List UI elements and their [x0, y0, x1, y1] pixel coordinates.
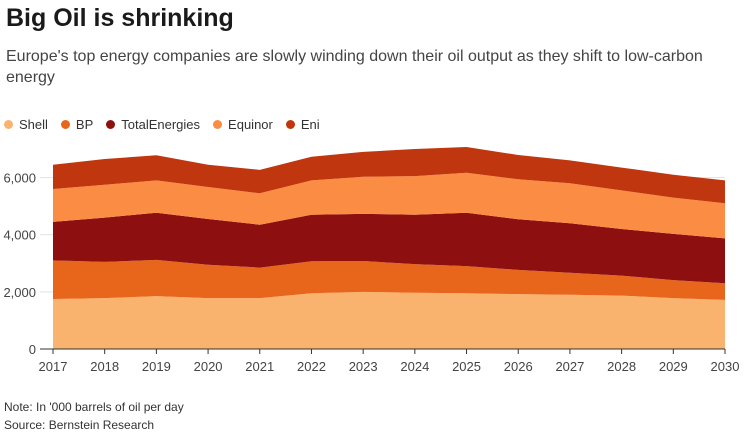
legend-item-bp: BP — [60, 117, 94, 132]
x-tick-label: 2023 — [349, 359, 378, 374]
x-tick-label: 2022 — [297, 359, 326, 374]
x-tick-label: 2021 — [245, 359, 274, 374]
y-tick-label: 4,000 — [3, 228, 36, 243]
x-tick-label: 2018 — [90, 359, 119, 374]
x-tick-label: 2029 — [659, 359, 688, 374]
chart-note: Note: In '000 barrels of oil per day — [4, 400, 184, 414]
y-tick-label: 6,000 — [3, 171, 36, 186]
legend-item-totalenergies: TotalEnergies — [106, 117, 200, 132]
x-tick-label: 2017 — [39, 359, 68, 374]
legend-swatch-eni — [285, 120, 295, 129]
x-tick-label: 2030 — [711, 359, 740, 374]
legend-item-eni: Eni — [285, 117, 320, 132]
y-tick-label: 0 — [29, 342, 36, 357]
stacked-area-chart: 0 2,000 4,000 6,000 2017 2018 2019 2020 2021 2022… — [3, 147, 740, 374]
x-tick-label: 2026 — [504, 359, 533, 374]
legend-label-totalenergies: TotalEnergies — [121, 117, 201, 132]
x-tick-label: 2020 — [194, 359, 223, 374]
legend-label-shell: Shell — [19, 117, 48, 132]
x-tick-label: 2027 — [555, 359, 584, 374]
x-tick-label: 2019 — [142, 359, 171, 374]
chart-title: Big Oil is shrinking — [6, 4, 234, 32]
x-tick-label: 2024 — [400, 359, 429, 374]
area-totalenergies — [53, 212, 725, 284]
chart-subtitle: Europe's top energy companies are slowly… — [6, 48, 703, 86]
x-tick-label: 2028 — [607, 359, 636, 374]
legend-swatch-shell — [4, 120, 13, 129]
area-bp — [53, 259, 725, 300]
chart-source: Source: Bernstein Research — [4, 418, 155, 432]
legend-swatch-totalenergies — [106, 120, 116, 129]
legend-label-equinor: Equinor — [228, 117, 273, 132]
area-shell — [53, 291, 725, 349]
x-tick-label: 2025 — [452, 359, 481, 374]
legend-label-eni: Eni — [300, 117, 320, 132]
chart-legend: Shell BP TotalEnergies Equinor Eni — [4, 117, 333, 132]
area-equinor — [53, 172, 725, 239]
legend-swatch-bp — [60, 120, 70, 129]
y-tick-label: 2,000 — [3, 285, 36, 300]
legend-label-bp: BP — [75, 117, 94, 132]
area-eni — [53, 147, 725, 204]
legend-item-shell: Shell — [4, 117, 48, 132]
legend-item-equinor: Equinor — [213, 117, 273, 132]
legend-swatch-equinor — [213, 120, 223, 129]
